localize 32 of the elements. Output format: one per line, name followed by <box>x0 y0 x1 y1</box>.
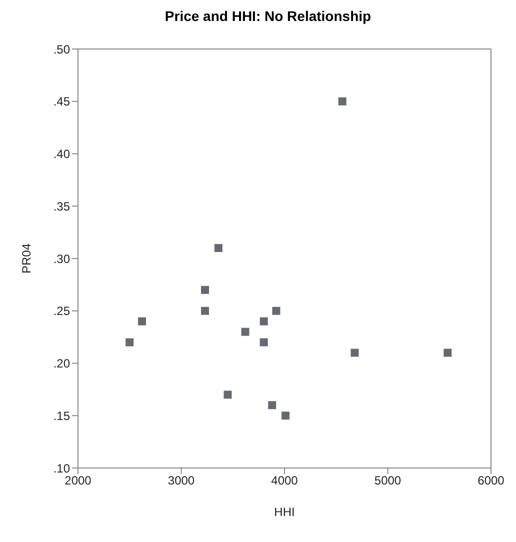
point <box>126 338 134 346</box>
x-tick-label: 3000 <box>168 474 195 488</box>
point <box>260 317 268 326</box>
x-tick-label: 5000 <box>374 474 402 488</box>
y-tick-label: .50 <box>53 42 70 56</box>
point <box>224 390 232 399</box>
y-tick-label: .25 <box>53 304 70 318</box>
point <box>138 317 146 326</box>
y-tick-label: .30 <box>53 252 70 266</box>
x-tick-label: 2000 <box>64 474 92 488</box>
point <box>241 328 250 336</box>
point <box>214 244 222 252</box>
x-tick-label: 6000 <box>478 474 505 488</box>
y-tick-label: .10 <box>53 461 70 476</box>
x-axis-title: HHI <box>274 505 295 519</box>
point <box>200 286 209 294</box>
point <box>272 306 280 315</box>
point <box>268 401 276 410</box>
point <box>338 97 346 106</box>
y-tick-label: .15 <box>53 408 70 423</box>
point <box>282 412 290 420</box>
point <box>200 306 209 315</box>
x-tick-label: 4000 <box>271 474 298 488</box>
point <box>260 338 268 346</box>
y-tick-label: .35 <box>53 199 70 214</box>
point <box>444 348 452 357</box>
point <box>350 348 359 357</box>
y-tick-label: .40 <box>53 147 70 162</box>
y-tick-label: .20 <box>53 356 70 371</box>
y-tick-label: .45 <box>53 94 70 109</box>
y-axis-title: PR04 <box>19 243 34 274</box>
chart-title: Price and HHI: No Relationship <box>164 8 372 24</box>
